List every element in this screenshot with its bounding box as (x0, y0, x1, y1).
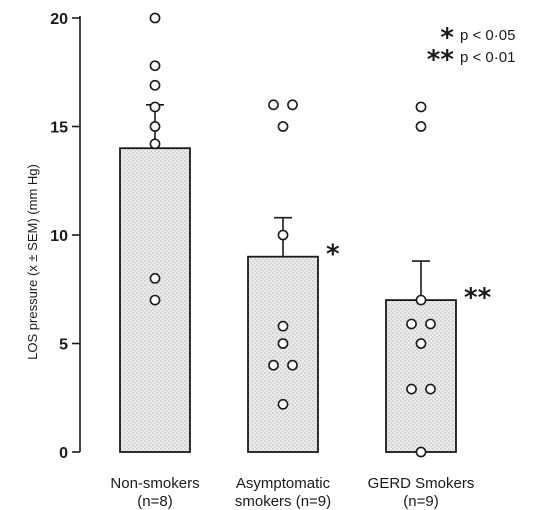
y-tick-label-15: 15 (50, 120, 68, 137)
y-tick-label-0: 0 (59, 445, 68, 462)
bar-layer: *** (119, 104, 492, 453)
point-layer (149, 12, 436, 458)
y-tick-label-10: 10 (50, 228, 68, 245)
y-tick-label-20: 20 (50, 11, 68, 28)
data-point-1-2 (277, 121, 289, 132)
category-label-0-line1: Non-smokers (110, 475, 199, 492)
category-label-2-line2: (n=9) (403, 493, 438, 510)
legend-star-double: ** (427, 45, 455, 75)
data-point-1-3 (277, 229, 289, 241)
data-point-1-5 (277, 338, 289, 349)
bar-0 (119, 147, 191, 453)
data-point-2-8 (415, 446, 427, 458)
data-point-1-6 (268, 359, 279, 371)
data-point-2-1 (415, 121, 427, 132)
category-label-1-line2: smokers (n=9) (235, 493, 331, 510)
data-point-0-6 (149, 272, 161, 284)
data-point-2-6 (406, 383, 417, 395)
data-point-2-7 (425, 383, 436, 395)
data-point-0-7 (149, 294, 161, 306)
legend-star-single: * (440, 23, 454, 53)
legend-text-single: p < 0·05 (460, 27, 515, 44)
data-point-0-3 (149, 101, 161, 113)
category-label-2-line1: GERD Smokers (368, 475, 475, 492)
y-axis: 0 5 10 15 20 (50, 11, 81, 462)
category-label-1-line1: Asymptomatic (236, 475, 331, 492)
y-tick-label-5: 5 (59, 337, 68, 354)
bar-2 (385, 299, 457, 453)
data-point-1-4 (277, 320, 289, 332)
data-point-2-5 (415, 338, 427, 349)
y-axis-label: LOS pressure (x ± SEM) (mm Hg) (25, 164, 40, 360)
data-point-1-0 (268, 99, 279, 111)
significance-star-1: * (326, 240, 340, 270)
data-point-0-1 (149, 60, 161, 72)
data-point-1-8 (277, 398, 289, 410)
bar-1 (247, 255, 319, 453)
data-point-2-2 (415, 294, 427, 306)
data-point-0-2 (149, 79, 161, 91)
data-point-0-4 (149, 121, 161, 132)
data-point-2-0 (415, 101, 427, 113)
significance-star-2: ** (464, 283, 492, 313)
data-point-1-7 (287, 359, 298, 371)
data-point-2-4 (425, 318, 436, 330)
data-point-2-3 (406, 318, 417, 330)
category-label-0-line2: (n=8) (137, 493, 172, 510)
significance-legend: * p < 0·05 ** p < 0·01 (427, 23, 516, 75)
data-point-0-5 (149, 138, 161, 150)
data-point-0-0 (149, 12, 161, 24)
data-point-1-1 (287, 99, 298, 111)
legend-text-double: p < 0·01 (460, 49, 515, 66)
